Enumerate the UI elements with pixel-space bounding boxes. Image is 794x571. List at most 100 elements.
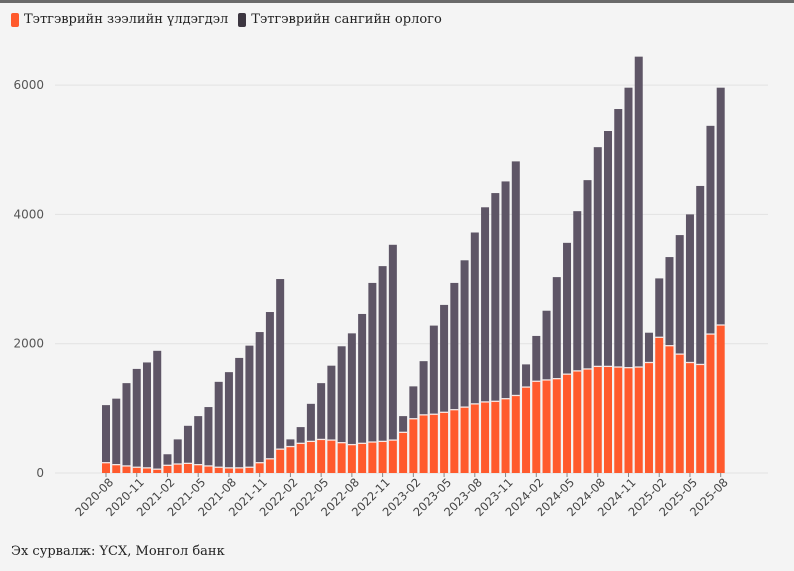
bar-revenue-2022-01 [276, 279, 285, 450]
bar-revenue-2022-03 [296, 427, 305, 444]
bar-separator-2022-04 [306, 440, 315, 443]
bar-revenue-2021-10 [245, 345, 254, 468]
bar-revenue-2022-11 [378, 266, 387, 442]
bar-loan-2024-01 [522, 387, 531, 473]
bar-separator-2020-11 [132, 466, 141, 468]
bar-loan-2024-04 [552, 378, 561, 473]
bar-loan-2020-08 [102, 462, 110, 473]
bar-loan-2024-10 [614, 366, 623, 473]
bar-revenue-2023-04 [429, 325, 438, 415]
bar-separator-2023-09 [481, 401, 490, 403]
bar-loan-2024-12 [634, 366, 643, 473]
bar-separator-2023-08 [470, 403, 479, 405]
bar-revenue-2023-12 [511, 161, 520, 396]
bar-separator-2025-03 [665, 345, 674, 347]
y-axis: 0 2000 4000 6000 [13, 78, 44, 480]
bar-loan-2022-03 [296, 443, 305, 473]
bar-revenue-2023-05 [440, 304, 449, 413]
bar-loan-2021-06 [204, 465, 213, 473]
bar-loan-2022-11 [378, 441, 387, 473]
legend-label-revenue: Тэтгэврийн сангийн орлого [251, 12, 442, 27]
bar-separator-2022-07 [337, 442, 346, 444]
bar-revenue-2024-11 [624, 87, 633, 368]
bar-revenue-2025-08 [716, 87, 725, 325]
bar-separator-2022-02 [286, 445, 295, 448]
bar-loan-2022-02 [286, 446, 295, 473]
bar-loan-2023-01 [399, 432, 408, 473]
bar-revenue-2024-07 [583, 180, 592, 369]
bar-revenue-2024-05 [563, 242, 572, 375]
legend-swatch-loan [11, 12, 19, 27]
bar-separator-2021-01 [153, 468, 162, 470]
bar-separator-2022-01 [276, 448, 285, 450]
y-tick-label: 0 [36, 466, 44, 480]
bar-revenue-2025-02 [655, 278, 664, 338]
bar-loan-2025-08 [716, 324, 725, 473]
bar-revenue-2021-03 [173, 439, 182, 464]
bar-separator-2021-02 [163, 464, 172, 466]
bar-revenue-2024-02 [532, 335, 541, 382]
bar-revenue-2021-06 [204, 407, 213, 466]
bars [102, 56, 725, 473]
top-border [0, 0, 794, 3]
bar-revenue-2022-04 [306, 403, 315, 442]
bar-separator-2024-10 [614, 366, 623, 368]
bar-revenue-2024-09 [604, 131, 613, 367]
bar-separator-2024-01 [522, 386, 531, 388]
bar-loan-2021-07 [214, 467, 223, 473]
bar-separator-2025-07 [706, 333, 715, 335]
bar-separator-2022-10 [368, 441, 377, 443]
bar-loan-2020-10 [122, 465, 131, 473]
bar-loan-2023-02 [409, 418, 418, 473]
bar-loan-2025-07 [706, 334, 715, 473]
bar-separator-2024-02 [532, 380, 541, 382]
bar-revenue-2024-03 [542, 310, 551, 380]
bar-revenue-2022-08 [347, 333, 356, 445]
bar-separator-2021-11 [255, 462, 264, 464]
bar-separator-2024-08 [593, 365, 602, 368]
bar-separator-2023-11 [501, 398, 510, 400]
bar-revenue-2020-11 [132, 368, 141, 468]
bar-loan-2021-01 [153, 469, 162, 473]
y-tick-label: 6000 [13, 78, 44, 92]
bar-revenue-2025-03 [665, 257, 674, 346]
bar-separator-2020-10 [122, 465, 131, 467]
bar-separator-2022-03 [296, 442, 305, 444]
bar-revenue-2021-11 [255, 332, 264, 463]
bar-separator-2024-03 [542, 379, 551, 381]
bar-loan-2023-11 [501, 398, 510, 473]
bar-revenue-2021-07 [214, 381, 223, 468]
bar-revenue-2021-09 [235, 357, 244, 468]
bar-revenue-2025-01 [644, 332, 653, 363]
bar-separator-2021-03 [173, 463, 182, 465]
bar-loan-2023-04 [429, 414, 438, 473]
bar-revenue-2024-04 [552, 277, 561, 379]
bar-revenue-2021-01 [153, 350, 162, 470]
bar-separator-2021-09 [235, 467, 244, 469]
bar-loan-2025-06 [696, 364, 705, 473]
bar-revenue-2020-12 [142, 362, 151, 468]
legend: Тэтгэврийн зээлийн үлдэгдэл Тэтгэврийн с… [11, 12, 442, 27]
bar-separator-2022-06 [327, 439, 336, 441]
bar-loan-2023-06 [450, 409, 459, 473]
legend-swatch-revenue [238, 12, 247, 27]
bar-revenue-2023-02 [409, 386, 418, 419]
source-note: Эх сурвалж: ҮСХ, Монгол банк [11, 544, 225, 559]
bar-separator-2023-02 [409, 418, 418, 420]
bar-loan-2024-05 [563, 374, 572, 473]
bar-loan-2023-05 [440, 412, 449, 473]
bar-separator-2022-12 [388, 439, 397, 441]
bar-revenue-2023-10 [491, 193, 500, 402]
bar-revenue-2023-08 [470, 232, 479, 404]
bar-loan-2024-06 [573, 370, 582, 473]
bar-revenue-2022-09 [358, 313, 367, 444]
bar-loan-2023-10 [491, 401, 500, 473]
bar-loan-2022-07 [337, 442, 346, 473]
bar-loan-2024-02 [532, 381, 541, 473]
bar-separator-2024-05 [563, 373, 572, 375]
bar-loan-2022-09 [358, 443, 367, 473]
bar-separator-2021-06 [204, 465, 213, 467]
bar-separator-2022-08 [347, 443, 356, 446]
bar-revenue-2024-12 [634, 56, 643, 367]
